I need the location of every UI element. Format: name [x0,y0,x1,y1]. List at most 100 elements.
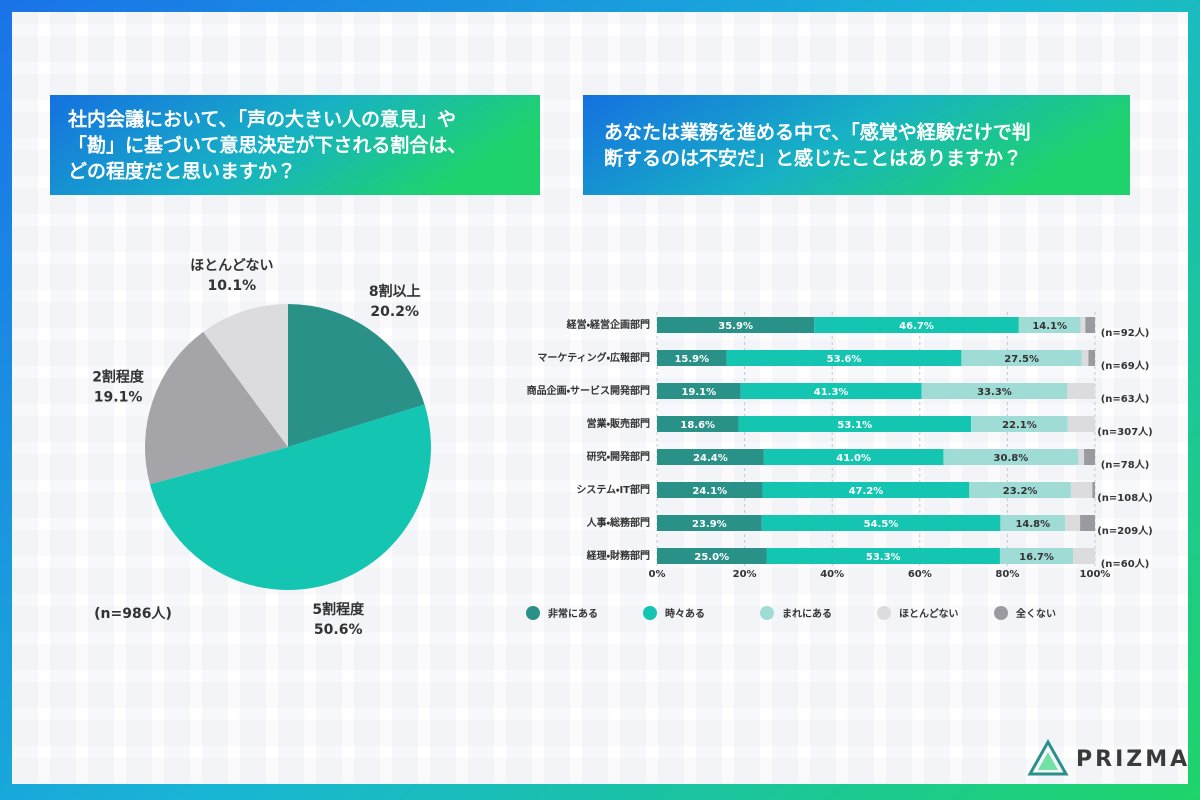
bar-value-label: 27.5% [1004,354,1039,365]
bar-value-label: 14.1% [1032,321,1067,332]
x-tick-label: 40% [820,569,844,580]
legend-swatch [760,606,774,620]
category-label: 研究・開発部門 [587,450,650,463]
category-label: 経営・経営企画部門 [566,318,650,331]
bar-value-label: 19.1% [681,387,716,398]
bar-segment [726,350,962,366]
sample-size: (n=60人) [1101,558,1150,570]
bar-segment [961,350,1082,366]
bar-segment [999,548,1074,564]
bar-segment [1081,350,1089,366]
chart-title: 断するのは不安だ」と感じたことはありますか？ [604,147,1022,170]
bar-value-label: 47.2% [849,486,884,497]
bar-segment [1085,317,1095,333]
category-label: 営業・販売部門 [587,417,650,430]
slice-label: 5割程度 [312,601,365,618]
bar-value-label: 25.0% [694,552,729,563]
bar-segment [1080,515,1095,531]
slice-value: 10.1% [208,278,257,294]
bar-segment [738,416,972,432]
bar-segment [969,482,1071,498]
bar-segment [1084,449,1095,465]
chart-title: どの程度だと思いますか？ [68,160,296,183]
bar-value-label: 23.9% [692,519,727,530]
legend-label: 全くない [1016,607,1056,620]
bar-value-label: 53.6% [827,354,862,365]
sample-size: (n=78人) [1101,459,1150,471]
sample-size: (n=92人) [1101,327,1150,339]
bar-value-label: 46.7% [899,321,934,332]
bar-segment [1065,515,1081,531]
bar-segment [1067,383,1095,399]
legend-swatch [877,606,891,620]
bar-segment [1018,317,1081,333]
bar-segment [762,482,970,498]
bar-value-label: 24.1% [692,486,727,497]
bar-value-label: 16.7% [1019,552,1054,563]
sample-size: (n=63人) [1101,393,1150,405]
bar-segment [1073,548,1095,564]
bar-segment [657,383,741,399]
bar-segment [1088,350,1095,366]
bar-segment [657,548,767,564]
legend-label: まれにある [782,607,832,620]
bar-segment [763,449,944,465]
brand-name: PRIZMA [1076,747,1190,772]
x-tick-label: 80% [995,569,1019,580]
bar-segment [740,383,922,399]
bar-segment [657,416,739,432]
legend-label: 非常にある [548,607,598,620]
bar-segment [657,449,764,465]
bar-value-label: 41.0% [836,453,871,464]
bar-segment [943,449,1079,465]
chart-title: 社内会議において、「声の大きい人の意見」や [67,108,456,131]
pie-slice [203,304,288,447]
category-label: マーケティング・広報部門 [537,351,650,364]
x-tick-label: 60% [908,569,932,580]
category-label: 経理・財務部門 [586,549,650,562]
bar-value-label: 18.6% [680,420,715,431]
category-label: 人事・総務部門 [586,516,650,529]
bar-segment [657,515,762,531]
bar-segment [657,317,815,333]
legend-label: ほとんどない [899,607,959,620]
bar-value-label: 14.8% [1015,519,1050,530]
sample-size: (n=209人) [1097,525,1153,537]
legend-swatch [643,606,657,620]
bar-segment [657,350,727,366]
category-label: 商品企画・サービス開発部門 [527,384,650,397]
legend-swatch [994,606,1008,620]
bar-value-label: 53.1% [837,420,872,431]
bar-value-label: 35.9% [718,321,753,332]
chart-title: 「勘」に基づいて意思決定が下される割合は、 [68,134,466,157]
legend-label: 時々ある [665,607,705,620]
pie-slice [288,304,425,447]
bar-segment [814,317,1019,333]
bar-segment [761,515,1001,531]
bar-value-label: 23.2% [1003,486,1038,497]
bar-value-label: 53.3% [866,552,901,563]
pie-slice [145,331,288,485]
bar-value-label: 24.4% [693,453,728,464]
sample-size: (n=108人) [1097,492,1153,504]
bar-value-label: 54.5% [864,519,899,530]
bar-segment [1070,482,1093,498]
sample-note: (n=986人) [94,606,172,622]
bar-segment [657,482,763,498]
bar-segment [766,548,1000,564]
slice-value: 50.6% [314,622,363,638]
sample-size: (n=69人) [1101,360,1150,372]
slice-label: 2割程度 [92,369,145,386]
bar-value-label: 33.3% [977,387,1012,398]
bar-value-label: 15.9% [674,354,709,365]
category-label: システム・IT部門 [576,483,650,496]
brand-logo: PRIZMA [1027,738,1190,776]
bar-segment [1078,449,1085,465]
legend-swatch [526,606,540,620]
bar-value-label: 41.3% [814,387,849,398]
bar-value-label: 22.1% [1002,420,1037,431]
title-banner [583,95,1130,195]
x-tick-label: 20% [733,569,757,580]
slice-value: 20.2% [370,304,419,320]
slice-value: 19.1% [94,390,143,406]
